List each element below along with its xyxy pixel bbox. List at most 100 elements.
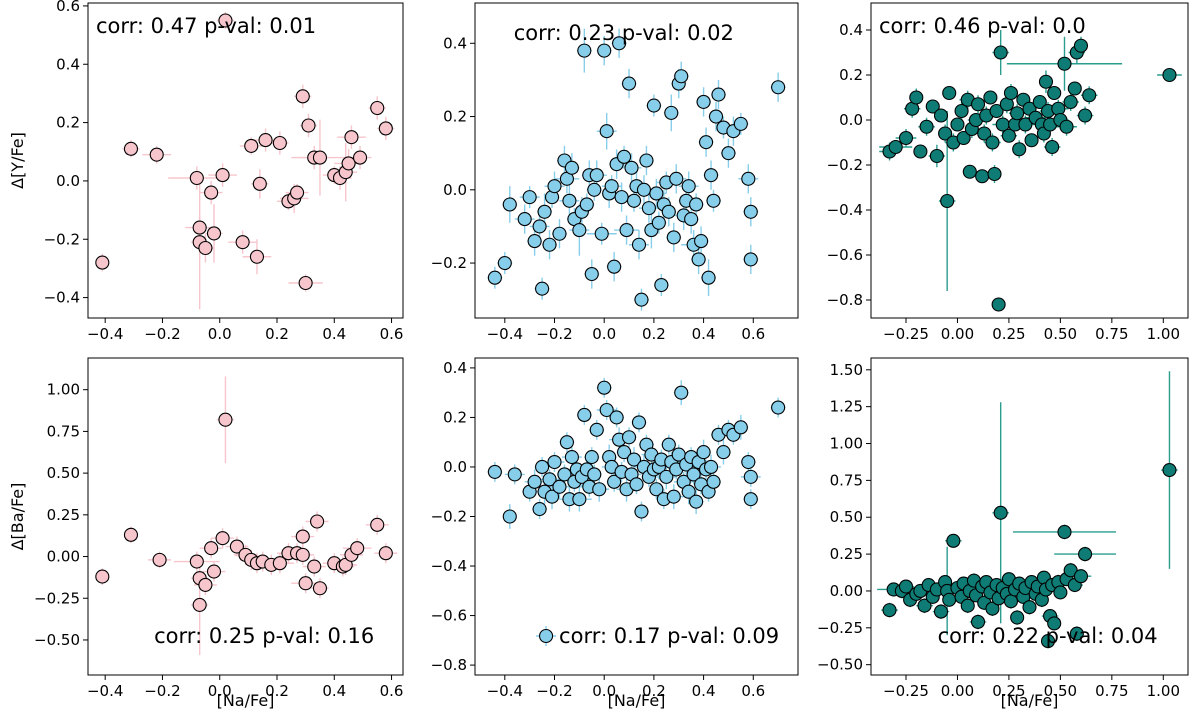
x-tick-label: 1.00: [1147, 682, 1180, 700]
y-tick-label: 0.0: [443, 458, 467, 476]
y-tick-label: 0.25: [830, 545, 863, 563]
y-tick-label: 0.0: [56, 172, 80, 190]
data-point: [587, 182, 602, 197]
data-point: [619, 223, 634, 238]
data-point: [341, 156, 356, 171]
data-point: [218, 412, 233, 427]
data-point: [215, 531, 230, 546]
data-point: [639, 153, 654, 168]
data-point: [706, 193, 721, 208]
data-point: [258, 133, 273, 148]
data-point: [1024, 133, 1039, 148]
data-point: [629, 477, 644, 492]
y-tick-label: 0.6: [56, 0, 80, 15]
y-tick-label: 0.25: [47, 506, 80, 524]
data-point: [206, 226, 222, 241]
axes-frame: [87, 2, 404, 319]
x-tick-label: 0.0: [208, 325, 232, 343]
y-axis-label: Δ[Y/Fe]: [8, 132, 27, 189]
y-tick-label: −0.2: [44, 230, 80, 248]
axes-frame: [87, 357, 404, 676]
data-point: [970, 614, 986, 629]
data-point: [646, 98, 661, 113]
panel-1-2: −0.25 0.00 0.25 0.50 0.75 1.00 −0.50 −0.25 0.00 0…: [817, 357, 1189, 710]
data-point: [244, 138, 259, 153]
x-tick-label: 0.4: [692, 325, 716, 343]
y-tick-label: −0.4: [431, 557, 467, 575]
x-tick-label: 0.6: [380, 325, 404, 343]
data-point: [579, 197, 594, 212]
data-point: [659, 469, 674, 484]
panel-0-1: −0.4 −0.2 0.0 0.2 0.4 0.6 −0.2 0.0 0.2 0.4 corr: 0…: [431, 2, 799, 343]
data-point: [681, 484, 696, 499]
data-point: [1063, 94, 1078, 110]
data-point: [532, 219, 547, 234]
data-point: [617, 149, 632, 164]
data-point: [95, 255, 110, 270]
data-point: [189, 170, 204, 186]
data-point: [624, 160, 639, 175]
data-point: [589, 422, 604, 437]
data-point: [733, 116, 748, 131]
data-point: [1059, 119, 1074, 134]
data-point: [378, 546, 393, 561]
y-tick-label: 0.2: [443, 108, 467, 126]
data-point: [617, 445, 632, 460]
data-point: [743, 252, 758, 267]
x-tick-label: 0.6: [741, 325, 765, 343]
x-tick-label: −0.4: [487, 682, 523, 700]
data-point: [204, 185, 219, 200]
axes-frame: [870, 2, 1189, 319]
data-point: [1067, 81, 1082, 96]
data-point: [487, 464, 502, 479]
data-point: [123, 141, 139, 156]
data-point: [206, 564, 222, 579]
data-point: [577, 43, 592, 58]
data-point: [1003, 85, 1019, 101]
data-point: [938, 126, 953, 141]
data-point: [1078, 547, 1093, 562]
data-point: [674, 69, 689, 84]
y-tick-label: −0.4: [827, 201, 863, 219]
x-tick-label: 0.00: [941, 325, 974, 343]
data-point: [882, 603, 897, 618]
y-tick-label: 0.0: [443, 181, 467, 199]
data-point: [706, 474, 721, 489]
data-point: [344, 130, 359, 145]
panel-1-0: −0.4 −0.2 0.0 0.2 0.4 0.6 −0.50 −0.25 0.00 0.25 0.…: [8, 357, 404, 710]
data-point: [215, 168, 230, 183]
y-tick-label: 1.00: [830, 435, 863, 453]
data-point: [636, 182, 652, 197]
data-point: [1022, 600, 1037, 615]
data-point: [1047, 616, 1062, 631]
data-point: [1047, 85, 1062, 101]
y-tick-label: −0.8: [431, 656, 467, 674]
data-point: [684, 212, 699, 227]
data-point: [929, 148, 944, 164]
data-point: [634, 504, 649, 519]
data-point: [272, 556, 287, 571]
data-point: [626, 452, 642, 467]
data-point: [517, 212, 532, 227]
data-point: [594, 226, 609, 241]
data-point: [634, 292, 649, 307]
data-point: [703, 459, 719, 475]
data-point: [295, 529, 310, 544]
data-point: [1003, 594, 1019, 609]
x-tick-label: 0.25: [992, 325, 1025, 343]
y-tick-label: 0.2: [839, 66, 863, 84]
data-point: [743, 204, 758, 219]
y-tick-label: 0.4: [443, 34, 467, 52]
x-tick-label: 0.4: [322, 325, 346, 343]
data-point: [312, 150, 328, 165]
data-point: [1001, 128, 1016, 143]
data-point: [651, 215, 666, 230]
data-point: [689, 197, 704, 212]
x-tick-label: 0.50: [1044, 682, 1077, 700]
x-axis-label: [Na/Fe]: [1001, 691, 1059, 710]
data-point: [733, 420, 748, 435]
data-point: [198, 577, 213, 592]
y-tick-label: 0.50: [47, 464, 80, 482]
y-tick-label: 0.2: [56, 114, 80, 132]
